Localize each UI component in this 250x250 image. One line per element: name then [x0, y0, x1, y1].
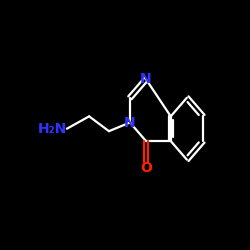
Text: N: N [124, 116, 136, 130]
Text: O: O [140, 161, 152, 175]
Text: N: N [140, 72, 152, 86]
Text: H₂N: H₂N [38, 122, 67, 136]
